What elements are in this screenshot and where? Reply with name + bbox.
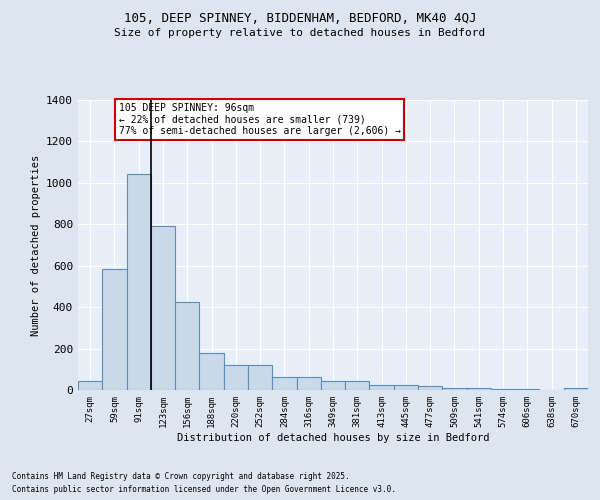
Text: 105, DEEP SPINNEY, BIDDENHAM, BEDFORD, MK40 4QJ: 105, DEEP SPINNEY, BIDDENHAM, BEDFORD, M… (124, 12, 476, 26)
Bar (491, 389, 515, 390)
Bar (78, 381, 102, 390)
Text: 105 DEEP SPINNEY: 96sqm
← 22% of detached houses are smaller (739)
77% of semi-d: 105 DEEP SPINNEY: 96sqm ← 22% of detache… (119, 103, 401, 136)
Text: Size of property relative to detached houses in Bedford: Size of property relative to detached ho… (115, 28, 485, 38)
Bar (467, 388, 491, 390)
Text: Contains public sector information licensed under the Open Government Licence v3: Contains public sector information licen… (12, 486, 396, 494)
Bar (199, 353, 224, 390)
Bar (345, 381, 370, 390)
Bar (442, 388, 467, 390)
Bar (127, 174, 151, 390)
Bar (370, 385, 394, 390)
Bar (224, 365, 248, 390)
Bar (102, 269, 127, 390)
Y-axis label: Number of detached properties: Number of detached properties (31, 154, 41, 336)
Bar (418, 386, 442, 390)
Text: Contains HM Land Registry data © Crown copyright and database right 2025.: Contains HM Land Registry data © Crown c… (12, 472, 350, 481)
Bar (272, 376, 296, 390)
Bar (151, 226, 175, 390)
Bar (321, 381, 345, 390)
Bar (248, 365, 272, 390)
Bar (394, 385, 418, 390)
Bar (175, 302, 199, 390)
Bar (564, 388, 588, 390)
X-axis label: Distribution of detached houses by size in Bedford: Distribution of detached houses by size … (177, 432, 489, 442)
Bar (296, 376, 321, 390)
